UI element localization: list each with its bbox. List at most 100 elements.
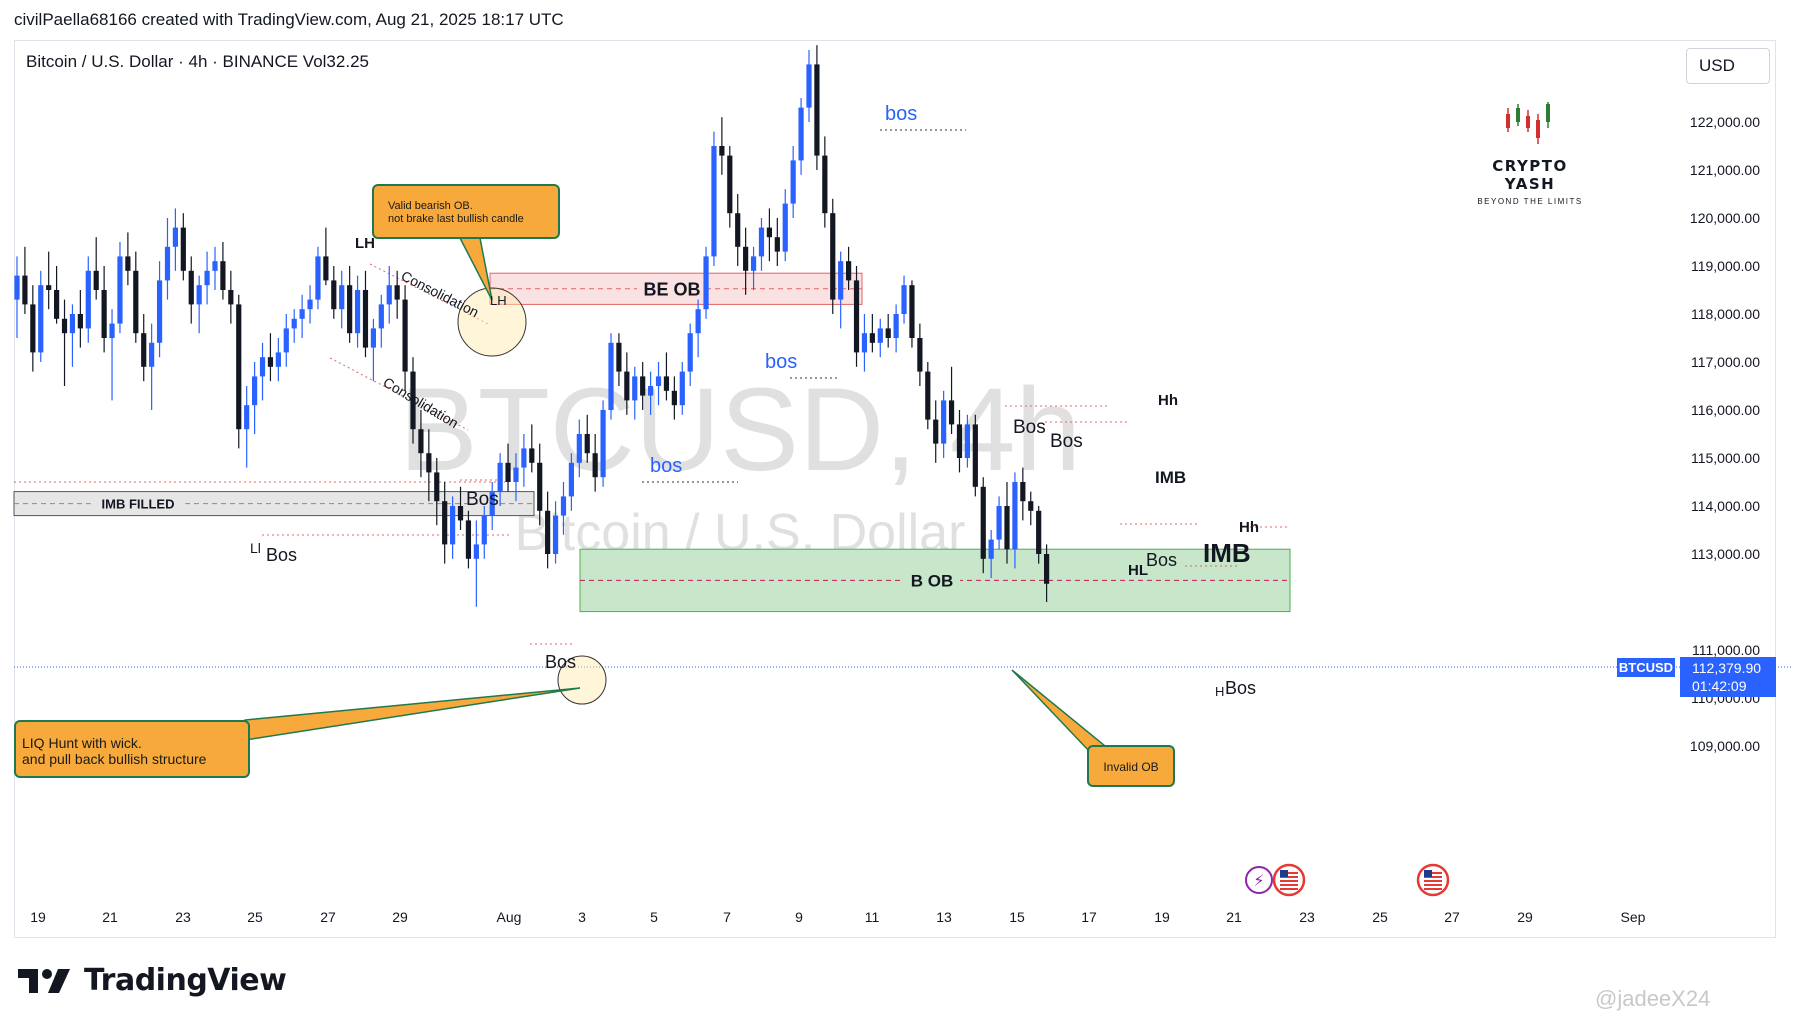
candle-body xyxy=(750,256,757,271)
y-axis: 122,000.00 121,000.00 120,000.00 119,000.00… xyxy=(1690,114,1760,754)
lightning-icon: ⚡ xyxy=(1253,871,1264,890)
candle-body xyxy=(743,246,749,271)
note-valid-ob-text: Valid bearish OB. not brake last bullish… xyxy=(388,200,524,225)
candle-body xyxy=(410,371,416,430)
x-tick-label: 25 xyxy=(1372,909,1388,925)
candle-body xyxy=(402,299,408,372)
price-tag-symbol-bg xyxy=(1617,658,1675,677)
guides-layer xyxy=(14,129,1793,753)
candle-body xyxy=(893,314,899,338)
candle-body xyxy=(323,256,329,281)
candle-body xyxy=(252,376,258,406)
candle-body xyxy=(497,462,503,492)
y-tick-label: 114,000.00 xyxy=(1691,498,1760,514)
candle-body xyxy=(948,400,955,425)
candle-body xyxy=(576,434,582,463)
candle-body xyxy=(996,506,1002,540)
candle-body xyxy=(378,304,384,329)
candle-body xyxy=(711,146,717,257)
candle-body xyxy=(180,227,186,271)
symbol-legend[interactable]: Bitcoin / U.S. Dollar · 4h · BINANCE Vol… xyxy=(26,52,369,71)
structure-label: HL xyxy=(1128,562,1148,579)
candle-body xyxy=(616,342,622,372)
currency-button[interactable]: USD xyxy=(1686,48,1770,84)
candle-body xyxy=(259,357,266,377)
structure-label: Hh xyxy=(1158,392,1178,409)
candle-body xyxy=(537,462,543,511)
x-tick-label: 29 xyxy=(1517,909,1533,925)
candle-body xyxy=(687,333,693,372)
candle-body xyxy=(568,462,574,497)
crypto-yash-logo: CRYPTO YASH BEYOND THE LIMITS xyxy=(1465,100,1595,206)
candle-body xyxy=(608,342,614,410)
candle-body xyxy=(125,256,131,271)
candle-body xyxy=(212,261,218,271)
x-tick-label: 27 xyxy=(320,909,336,925)
zone-label-bg xyxy=(90,494,186,513)
candle-body xyxy=(980,486,986,559)
candle-body xyxy=(663,376,670,391)
x-tick-label: 19 xyxy=(30,909,46,925)
tradingview-brand[interactable]: TradingView xyxy=(18,963,287,998)
liq-highlight-circle xyxy=(557,655,607,705)
candle-body xyxy=(758,227,765,257)
price-tag: BTCUSD 112,379.90 01:42:09 xyxy=(1617,657,1776,697)
structure-label: IMB xyxy=(1203,538,1251,568)
structure-label: bos xyxy=(650,455,682,477)
event-icons[interactable]: ⚡ xyxy=(1245,863,1450,897)
earnings-event-icon xyxy=(1245,866,1273,894)
candle-body xyxy=(695,309,701,334)
candle-body xyxy=(347,285,353,334)
candle-body xyxy=(54,290,60,319)
x-tick-label: 25 xyxy=(247,909,263,925)
chart-frame xyxy=(14,40,1776,938)
candle-body xyxy=(624,371,630,401)
x-tick-label: Sep xyxy=(1621,909,1646,925)
candle-body xyxy=(204,270,210,286)
candle-body xyxy=(782,203,788,252)
zone-label-bg xyxy=(903,568,961,593)
candle-body xyxy=(846,261,852,281)
candle-body xyxy=(917,338,923,372)
x-tick-label: 15 xyxy=(1009,909,1025,925)
note-invalid-ob-tail xyxy=(1011,669,1112,753)
zone-label-bg xyxy=(637,276,707,302)
candle-body xyxy=(172,227,178,247)
y-tick-label: 119,000.00 xyxy=(1691,258,1760,274)
structure-label: Bos xyxy=(1013,417,1046,438)
candle-body xyxy=(14,275,20,300)
candle-body xyxy=(521,448,527,468)
candle-body xyxy=(719,146,725,156)
consolidation-lower-line xyxy=(329,357,469,431)
note-valid-ob-tail xyxy=(458,237,493,301)
candle-body xyxy=(853,280,860,353)
candle-body xyxy=(109,323,115,338)
candle-body xyxy=(69,314,76,334)
x-tick-label: 21 xyxy=(1226,909,1242,925)
candle-body xyxy=(156,280,163,343)
candle-body xyxy=(822,155,828,214)
y-tick-label: 117,000.00 xyxy=(1691,354,1760,370)
structure-label: Bos xyxy=(1225,678,1256,698)
candle-body xyxy=(790,160,796,204)
consolidation-label: Consolidation xyxy=(399,267,482,320)
candle-body xyxy=(370,328,376,348)
candle-body xyxy=(988,539,994,559)
x-tick-label: 13 xyxy=(936,909,952,925)
candle-body xyxy=(798,107,804,161)
zone-label: BE OB xyxy=(643,279,700,299)
candle-body xyxy=(584,434,590,454)
note-liq-hunt-text: LIQ Hunt with wick. and pull back bullis… xyxy=(22,735,207,767)
x-tick-label: 19 xyxy=(1154,909,1170,925)
candle-body xyxy=(46,285,52,290)
candle-body xyxy=(93,270,99,290)
candle-body xyxy=(22,275,28,305)
candle-body xyxy=(861,333,868,353)
candles-layer xyxy=(14,45,1050,607)
candle-body xyxy=(457,506,464,521)
candle-body xyxy=(909,285,915,338)
candle-body xyxy=(30,304,36,353)
candle-body xyxy=(38,285,44,353)
x-tick-label: Aug xyxy=(497,909,522,925)
